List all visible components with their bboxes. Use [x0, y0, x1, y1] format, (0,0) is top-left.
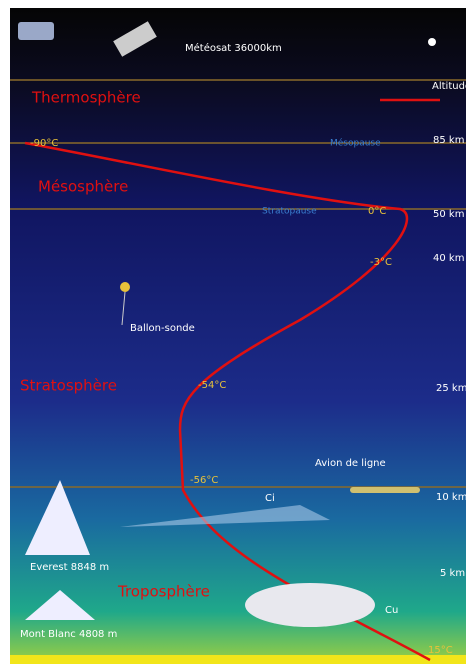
temperature-label: -3°C [370, 257, 392, 268]
everest-label: Everest 8848 m [30, 562, 109, 573]
temperature-label: -54°C [198, 380, 226, 391]
everest-icon [25, 480, 90, 555]
temperature-label: 0°C [368, 206, 386, 217]
layer-label: Thermosphère [31, 89, 141, 107]
star [428, 38, 436, 46]
balloon-label: Ballon-sonde [130, 323, 195, 334]
pause-label: Stratopause [262, 207, 317, 217]
altitude-label: 85 km [433, 135, 464, 146]
altitude-label: 5 km [440, 568, 465, 579]
montblanc-label: Mont Blanc 4808 m [20, 629, 117, 640]
back-button[interactable] [18, 22, 54, 40]
temperature-label: -56°C [190, 475, 218, 486]
altitude-header: Altitude [432, 81, 471, 92]
layer-label: Stratosphère [20, 377, 117, 395]
layer-label: Mésosphère [38, 178, 128, 196]
altitude-label: 25 km [436, 383, 467, 394]
altitude-label: 10 km [436, 492, 467, 503]
satellite-icon [113, 21, 157, 57]
plane-label: Avion de ligne [315, 458, 386, 469]
pause-label: Mésopause [330, 138, 381, 149]
altitude-label: 40 km [433, 253, 464, 264]
cumulus-cloud [245, 583, 375, 627]
cirrus-cloud [120, 505, 330, 527]
altitude-label: 50 km [433, 209, 464, 220]
cumulus-label: Cu [385, 605, 398, 616]
temperature-label: -90°C [30, 138, 58, 149]
temperature-label: 15°C [428, 645, 453, 656]
balloon-icon [120, 282, 130, 292]
plane-icon [350, 487, 420, 493]
layer-label: Troposphère [117, 583, 210, 601]
montblanc-icon [25, 590, 95, 620]
temperature-curve [24, 98, 440, 662]
satellite-label: Météosat 36000km [185, 42, 282, 54]
cirrus-label: Ci [265, 493, 275, 504]
balloon-string [121, 291, 126, 326]
ground [10, 655, 466, 664]
